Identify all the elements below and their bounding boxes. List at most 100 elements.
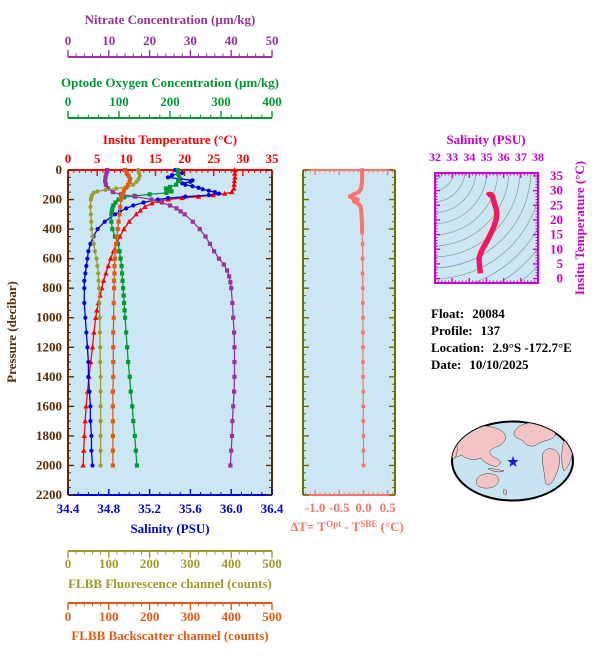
ruler-optode: 0 100 200 300 400 (65, 94, 282, 119)
delta-title-unit: (°C) (377, 519, 404, 534)
pressure-axis-title: Pressure (decibar) (4, 281, 19, 383)
ruler-flbb: 0 100 200 300 400 500 (65, 550, 282, 571)
tick-label: 50 (266, 33, 279, 48)
tick-label: 200 (43, 192, 63, 207)
tick-label: 32 (429, 150, 441, 164)
fluorescence-axis-title: FLBB Fluorescence channel (counts) (68, 576, 272, 591)
tick-label: 38 (532, 150, 544, 164)
tick-label: 30 (184, 33, 197, 48)
tick-label: 400 (262, 94, 282, 109)
delta-t-axis-title: ΔT= TOpt - TSBE (°C) (290, 519, 404, 534)
tick-label: 300 (211, 94, 231, 109)
tick-label: 200 (140, 556, 160, 571)
tick-label: -0.5 (329, 500, 350, 515)
info-float-label: Float: (431, 306, 464, 321)
series-nitrate-concentration (103, 167, 237, 468)
series-flbb-backscatter-channel (110, 167, 133, 468)
tick-label: 36.4 (261, 501, 284, 516)
tick-label: 20 (143, 33, 156, 48)
ts-salinity-title: Salinity (PSU) (446, 132, 525, 147)
map-land-australia (476, 473, 499, 489)
tick-label: 800 (43, 280, 63, 295)
tick-label: 34.8 (97, 501, 120, 516)
tick-label: 20 (550, 212, 563, 227)
info-float: Float: 20084 (431, 306, 505, 321)
nitrate-axis-title: Nitrate Concentration (µm/kg) (85, 12, 256, 27)
tick-label: 1600 (36, 398, 62, 413)
tick-label: 0 (65, 94, 72, 109)
tick-label: 25 (550, 197, 564, 212)
tick-label: 35 (266, 151, 280, 166)
tick-label: 200 (160, 94, 180, 109)
tick-label: 0.5 (380, 500, 397, 515)
tick-label: 500 (262, 609, 282, 624)
float-location-star-icon (507, 456, 519, 467)
tick-label: 20 (178, 151, 191, 166)
tick-label: 0 (65, 151, 72, 166)
map-land-indonesia (487, 467, 505, 473)
panel-backgrounds (68, 170, 538, 495)
oxygen-axis-title: Optode Oxygen Concentration (µm/kg) (61, 75, 279, 90)
delta-t-panel: -1.0 -0.5 0.0 0.5 (302, 168, 397, 515)
map-land-new-zealand (502, 488, 508, 496)
tick-label: 1000 (36, 310, 62, 325)
tick-label: 300 (181, 609, 201, 624)
delta-title-base: ΔT= T (290, 519, 326, 534)
tick-label: 33 (446, 150, 458, 164)
temperature-axis-title: Insitu Temperature (°C) (103, 132, 237, 147)
main-plot-frame: 0 5 10 15 20 25 30 35 34.4 34.8 35.2 35.6 36.0 36.4 0 2… (36, 151, 284, 516)
tick-label: 10 (550, 241, 563, 256)
tick-label: 25 (207, 151, 221, 166)
tick-label: 1400 (36, 369, 62, 384)
tick-label: 2200 (36, 487, 62, 502)
tick-label: 35.2 (138, 501, 161, 516)
tick-label: 0 (56, 162, 63, 177)
tick-label: 35.6 (179, 501, 202, 516)
info-location: Location: 2.9°S -172.7°E (431, 340, 572, 355)
static-labels: Nitrate Concentration (µm/kg) Optode Oxy… (4, 12, 587, 643)
tick-label: 36.0 (220, 501, 243, 516)
tick-label: 0 (557, 271, 564, 286)
info-location-value: 2.9°S -172.7°E (492, 340, 571, 355)
info-profile-value: 137 (481, 323, 501, 338)
tick-label: 0 (65, 556, 72, 571)
delta-title-sup-sbe: SBE (360, 519, 377, 529)
tick-label: 0.0 (355, 500, 371, 515)
tick-label: 10 (102, 33, 115, 48)
tick-label: 15 (550, 227, 564, 242)
tick-label: 400 (43, 221, 63, 236)
map-land-south-america (542, 448, 560, 485)
tick-label: 30 (236, 151, 249, 166)
info-date: Date: 10/10/2025 (431, 357, 529, 372)
tick-label: 35 (481, 150, 493, 164)
tick-label: 15 (149, 151, 163, 166)
delta-title-mid: - T (341, 519, 361, 534)
tick-label: 35 (550, 168, 564, 183)
tick-label: -1.0 (305, 500, 326, 515)
tick-label: 300 (181, 556, 201, 571)
info-profile-label: Profile: (431, 323, 473, 338)
tick-label: 500 (262, 556, 282, 571)
delta-title-sup-opt: Opt (326, 519, 341, 529)
tick-label: 34.4 (57, 501, 80, 516)
tick-label: 400 (221, 609, 241, 624)
info-date-label: Date: (431, 357, 461, 372)
info-float-value: 20084 (472, 306, 505, 321)
ruler-flbb: 0 100 200 300 400 500 (65, 602, 282, 624)
tick-label: 5 (557, 256, 564, 271)
tick-label: 1800 (36, 428, 62, 443)
backscatter-axis-title: FLBB Backscatter channel (counts) (71, 628, 268, 643)
tick-label: 0 (65, 609, 72, 624)
map-land-greenland (550, 421, 561, 431)
tick-label: 2000 (36, 457, 62, 472)
salinity-axis-title: Salinity (PSU) (130, 521, 209, 536)
series-optode-oxygen-concentration (109, 167, 182, 468)
ts-temperature-title: Insitu Temperature (°C) (572, 161, 587, 295)
tick-label: 100 (109, 94, 129, 109)
tick-label: 100 (99, 556, 119, 571)
tick-label: 36 (498, 150, 510, 164)
info-profile: Profile: 137 (431, 323, 501, 338)
